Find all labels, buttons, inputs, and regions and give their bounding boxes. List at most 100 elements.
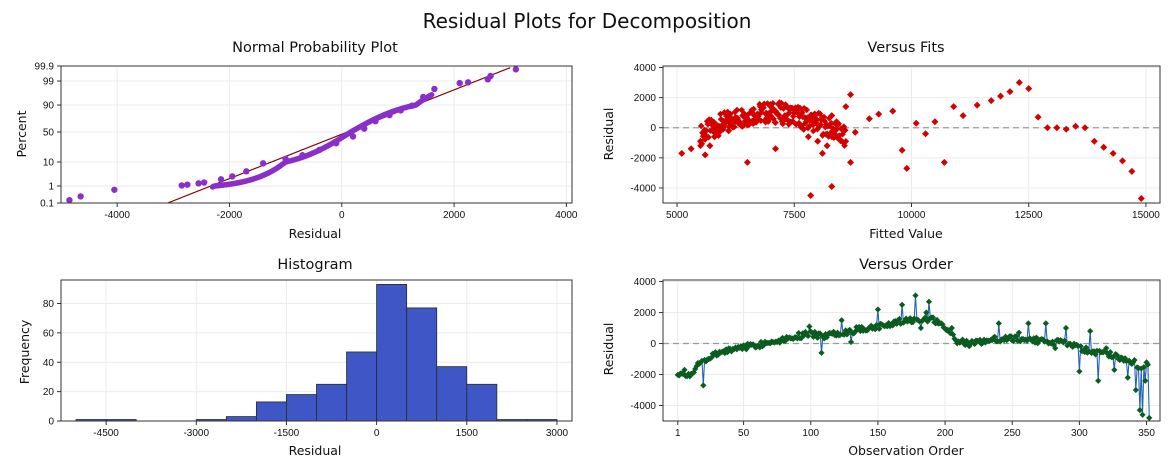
- npp-point: [397, 107, 404, 114]
- order-point: [959, 336, 966, 343]
- npp-point: [386, 111, 393, 119]
- order-point: [923, 309, 930, 316]
- fits-point: [830, 134, 838, 142]
- npp-point: [229, 173, 236, 180]
- fits-point: [687, 145, 695, 153]
- order-point: [1095, 377, 1102, 384]
- fits-point: [813, 116, 820, 123]
- order-point: [897, 320, 904, 327]
- versus-order-panel: Versus Order Observation Order Residual …: [601, 257, 1161, 458]
- fits-point: [865, 115, 873, 123]
- order-point: [681, 366, 688, 373]
- fits-point: [750, 112, 758, 119]
- npp-point: [200, 179, 208, 186]
- order-point: [1066, 340, 1074, 347]
- order-point: [743, 346, 750, 353]
- versus-fits-panel: Versus Fits Fitted Value Residual 5000 75…: [601, 40, 1161, 241]
- order-point: [1142, 377, 1149, 384]
- order-point: [686, 373, 693, 380]
- order-point: [721, 349, 728, 357]
- fits-point: [841, 126, 849, 134]
- npp-point: [456, 79, 463, 87]
- npp-point: [408, 102, 416, 109]
- fits-point: [1025, 85, 1033, 93]
- hist-xtick-label: 3000: [546, 428, 569, 439]
- fits-point: [1109, 149, 1117, 157]
- order-point: [813, 332, 820, 339]
- histogram-bar: [286, 394, 317, 422]
- fits-point: [796, 104, 804, 112]
- hist-ytick-label: 80: [43, 299, 55, 310]
- order-xtick-label: 1: [675, 428, 681, 439]
- order-point: [1014, 337, 1021, 344]
- histogram-bar: [406, 307, 438, 422]
- npp-point: [184, 181, 191, 188]
- npp-ytick-label: 50: [43, 128, 55, 139]
- fits-point: [847, 91, 855, 99]
- npp-xtick-label: -4000: [104, 210, 130, 221]
- histogram-bar: [255, 401, 287, 422]
- fits-point: [809, 121, 817, 129]
- fits-ytick-label: 4000: [634, 63, 657, 74]
- fits-point: [752, 118, 760, 126]
- npp-point: [512, 66, 520, 73]
- order-point: [804, 332, 812, 340]
- order-plot-frame: [662, 279, 1161, 422]
- fits-point: [715, 128, 723, 136]
- order-point: [1121, 355, 1129, 362]
- fits-point: [707, 116, 715, 124]
- fits-point: [1053, 124, 1061, 132]
- order-point: [1042, 320, 1049, 327]
- order-point: [912, 292, 919, 299]
- fits-point: [831, 131, 839, 138]
- fits-point: [772, 145, 780, 153]
- fits-point: [1090, 137, 1098, 145]
- order-point: [1139, 411, 1146, 418]
- fits-point: [725, 127, 733, 135]
- fits-point: [744, 111, 751, 119]
- fits-point: [743, 158, 751, 166]
- fits-point: [987, 97, 995, 105]
- fits-point: [702, 132, 710, 139]
- order-point: [1131, 357, 1138, 364]
- order-point: [866, 324, 873, 331]
- npp-xtick-label: 2000: [443, 210, 466, 221]
- versus-fits-xlabel: Fitted Value: [869, 226, 943, 241]
- fits-point: [796, 113, 803, 121]
- order-point: [917, 324, 925, 332]
- fits-point: [803, 106, 811, 114]
- order-point: [1091, 348, 1098, 355]
- hist-xtick-label: 1500: [456, 428, 479, 439]
- fits-point: [807, 191, 815, 199]
- fits-point: [750, 105, 757, 113]
- fits-point: [713, 130, 720, 138]
- fits-ytick-label: -4000: [630, 183, 656, 194]
- npp-ytick-label: 99: [43, 77, 55, 88]
- order-point: [739, 345, 746, 353]
- fits-point: [997, 92, 1005, 100]
- order-point: [1010, 337, 1017, 344]
- order-point: [818, 349, 825, 356]
- order-point: [870, 324, 877, 331]
- order-point: [893, 320, 900, 327]
- fits-point: [1062, 125, 1070, 133]
- fits-point: [950, 103, 958, 111]
- order-point: [1031, 339, 1039, 346]
- order-point: [892, 318, 899, 325]
- fits-point: [931, 118, 939, 126]
- hist-ytick-label: 0: [48, 417, 54, 428]
- order-point: [868, 322, 875, 329]
- histogram-title: Histogram: [277, 257, 352, 273]
- fits-point: [1137, 194, 1145, 202]
- fits-point: [703, 127, 710, 135]
- order-point: [838, 317, 845, 324]
- histogram-bar: [436, 366, 468, 422]
- npp-point: [178, 182, 185, 189]
- order-point: [1124, 374, 1131, 381]
- hist-ytick-label: 60: [43, 328, 55, 339]
- order-point: [872, 326, 879, 333]
- fits-point: [772, 107, 780, 115]
- order-point: [903, 315, 910, 322]
- fits-point: [833, 126, 840, 133]
